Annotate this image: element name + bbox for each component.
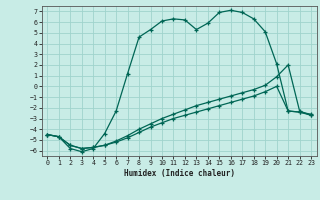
X-axis label: Humidex (Indice chaleur): Humidex (Indice chaleur)	[124, 169, 235, 178]
